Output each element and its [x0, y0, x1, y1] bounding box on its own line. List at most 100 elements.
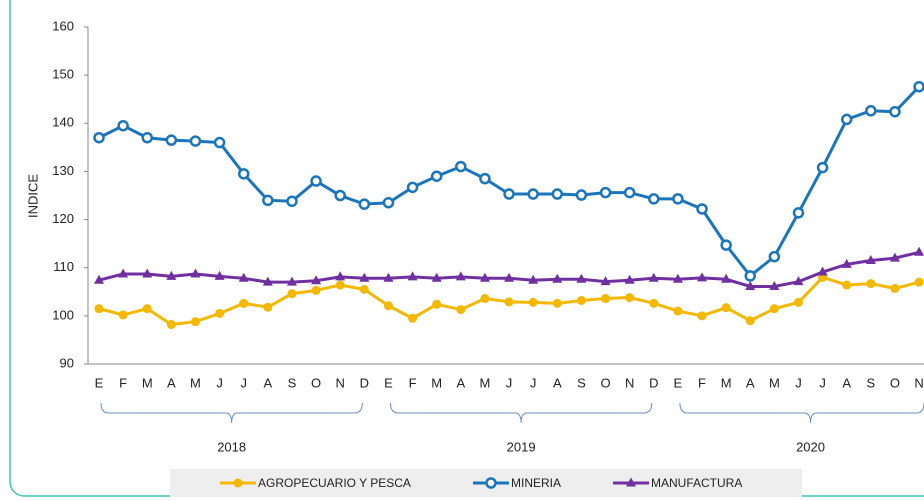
- point: [914, 246, 924, 256]
- point: [623, 186, 636, 199]
- point: [601, 294, 611, 304]
- point: [599, 186, 612, 199]
- point: [552, 298, 562, 308]
- point: [866, 279, 876, 289]
- x-tick-label: A: [842, 375, 851, 390]
- year-brace: [679, 402, 924, 424]
- y-tick-label: 150: [52, 67, 74, 82]
- x-tick-label: M: [479, 375, 490, 390]
- point: [720, 239, 732, 251]
- point: [334, 189, 346, 202]
- x-tick-label: S: [577, 375, 586, 390]
- point: [287, 289, 297, 299]
- point: [504, 297, 514, 307]
- point: [504, 272, 515, 282]
- x-tick-label: A: [456, 375, 465, 390]
- point: [479, 172, 491, 185]
- year-label: 2020: [796, 439, 825, 454]
- point: [914, 277, 924, 287]
- point: [745, 316, 755, 326]
- point: [889, 252, 900, 262]
- x-tick-label: J: [795, 375, 802, 390]
- point: [431, 272, 442, 282]
- point: [696, 203, 708, 215]
- point: [817, 266, 828, 276]
- x-tick-label: E: [674, 375, 683, 390]
- x-tick-label: S: [867, 375, 876, 390]
- x-tick-label: J: [216, 375, 223, 390]
- point: [528, 274, 539, 284]
- point: [311, 285, 321, 295]
- point: [408, 313, 418, 323]
- point: [456, 305, 466, 315]
- y-tick-label: 130: [52, 163, 74, 178]
- point: [792, 207, 805, 219]
- point: [769, 280, 780, 290]
- point: [625, 293, 635, 303]
- x-tick-label: N: [625, 375, 634, 390]
- year-label: 2019: [507, 439, 536, 454]
- point: [816, 161, 829, 174]
- point: [479, 272, 490, 282]
- point: [214, 270, 225, 280]
- x-tick-label: J: [506, 375, 513, 390]
- point: [575, 189, 588, 201]
- point: [238, 272, 249, 282]
- point: [841, 258, 852, 268]
- point: [889, 105, 901, 118]
- point: [407, 271, 418, 281]
- point: [233, 478, 243, 488]
- legend-label: AGROPECUARIO Y PESCA: [258, 476, 411, 490]
- point: [626, 477, 636, 487]
- point: [721, 273, 732, 283]
- point: [335, 271, 346, 281]
- point: [793, 276, 804, 286]
- point: [430, 170, 443, 182]
- x-tick-label: M: [142, 375, 153, 390]
- point: [166, 320, 176, 330]
- point: [118, 268, 129, 278]
- point: [649, 298, 659, 308]
- point: [600, 276, 611, 286]
- point: [94, 304, 104, 314]
- point: [165, 134, 178, 146]
- y-tick-label: 140: [52, 115, 74, 130]
- point: [480, 294, 490, 304]
- point: [721, 303, 731, 313]
- x-tick-label: E: [384, 375, 393, 390]
- point: [262, 276, 273, 286]
- point: [215, 308, 225, 318]
- point: [118, 310, 128, 320]
- point: [552, 273, 563, 283]
- point: [359, 284, 369, 294]
- point: [648, 193, 660, 205]
- x-tick-label: F: [409, 375, 417, 390]
- legend-label: MANUFACTURA: [651, 476, 742, 490]
- point: [672, 193, 684, 205]
- x-tick-label: E: [95, 375, 104, 390]
- point: [890, 283, 900, 293]
- x-tick-label: M: [190, 375, 201, 390]
- point: [840, 113, 853, 126]
- y-tick-label: 120: [52, 211, 74, 226]
- point: [793, 297, 803, 307]
- point: [551, 188, 564, 200]
- point: [768, 250, 781, 263]
- x-tick-label: M: [769, 375, 780, 390]
- point: [745, 280, 756, 290]
- point: [262, 194, 274, 207]
- x-tick-label: O: [890, 375, 900, 390]
- point: [142, 268, 153, 278]
- point: [239, 298, 249, 308]
- point: [432, 299, 442, 309]
- point: [576, 295, 586, 305]
- x-tick-label: M: [721, 375, 732, 390]
- y-tick-label: 160: [52, 18, 74, 33]
- point: [383, 272, 394, 282]
- point: [382, 196, 395, 209]
- frame: [9, 0, 924, 497]
- y-tick-label: 90: [60, 355, 74, 370]
- point: [527, 188, 539, 200]
- point: [624, 274, 635, 284]
